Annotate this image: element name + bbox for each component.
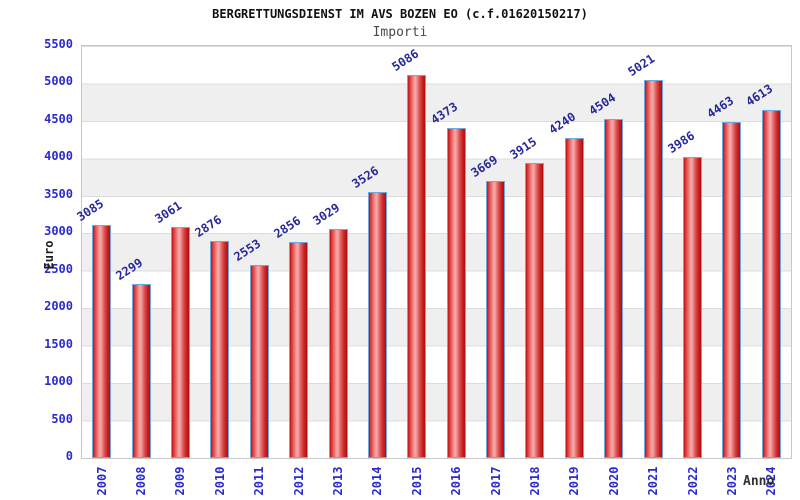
y-tick-label: 500 xyxy=(51,411,73,426)
bar-value-label: 5021 xyxy=(625,51,658,79)
bar-value-label: 5086 xyxy=(389,46,422,74)
y-tick-label: 1500 xyxy=(44,336,73,351)
bar xyxy=(131,284,151,458)
x-tick-label: 2019 xyxy=(567,466,582,496)
x-tick-label: 2016 xyxy=(449,466,464,496)
y-tick-label: 5000 xyxy=(44,74,73,89)
y-tick-label: 4500 xyxy=(44,111,73,126)
x-tick-label: 2017 xyxy=(488,466,503,496)
bar xyxy=(407,75,427,458)
y-tick-label: 0 xyxy=(65,449,73,463)
bar xyxy=(249,265,269,458)
bar xyxy=(289,242,309,458)
bar-value-label: 4373 xyxy=(428,99,461,127)
bar-value-label: 3029 xyxy=(310,200,343,228)
x-tick-label: 2012 xyxy=(291,466,306,496)
x-tick-label: 2008 xyxy=(134,466,149,496)
y-tick-label: 3000 xyxy=(44,224,73,239)
chart-subtitle: Importi xyxy=(372,25,428,40)
bar xyxy=(722,122,742,458)
bar xyxy=(683,157,703,458)
bar xyxy=(604,119,624,458)
chart-title: BERGRETTUNGSDIENST IM AVS BOZEN EO (c.f.… xyxy=(212,7,588,21)
x-tick-label: 2023 xyxy=(724,466,739,496)
y-tick-label: 2000 xyxy=(44,299,73,314)
bar xyxy=(210,241,230,458)
x-axis-title: Anno xyxy=(743,474,775,489)
y-tick-label: 3500 xyxy=(44,186,73,201)
bar-value-label: 2299 xyxy=(113,255,146,283)
x-tick-label: 2020 xyxy=(606,466,621,496)
bar xyxy=(92,225,112,458)
y-axis-title: Euro xyxy=(42,240,56,270)
y-tick-label: 1000 xyxy=(44,374,73,389)
bar-value-label: 3526 xyxy=(349,163,382,191)
y-tick-label: 2500 xyxy=(44,261,73,276)
bar xyxy=(761,110,781,458)
x-tick-label: 2018 xyxy=(527,466,542,496)
bar xyxy=(643,80,663,458)
x-tick-label: 2021 xyxy=(646,466,661,496)
x-tick-label: 2007 xyxy=(94,466,109,496)
bar-value-label: 3986 xyxy=(664,128,697,156)
x-tick-label: 2022 xyxy=(685,466,700,496)
bar xyxy=(170,227,190,458)
y-tick-label: 5500 xyxy=(44,37,73,51)
x-tick-label: 2009 xyxy=(173,466,188,496)
bar-value-label: 3669 xyxy=(467,152,500,180)
plot-area: 3085 2299 3061 2876 2553 2856 3029 3526 5086 4373… xyxy=(74,45,792,459)
x-tick-label: 2013 xyxy=(331,466,346,496)
bar xyxy=(525,163,545,458)
bar xyxy=(564,138,584,458)
y-tick-label: 4000 xyxy=(44,149,73,164)
bar xyxy=(486,181,506,458)
x-tick-label: 2010 xyxy=(212,466,227,496)
bar-value-label: 4240 xyxy=(546,109,579,137)
x-tick-label: 2015 xyxy=(409,466,424,496)
bar-value-label: 2856 xyxy=(271,213,303,241)
bar-value-label: 3915 xyxy=(507,134,540,162)
bar-value-label: 2553 xyxy=(231,236,264,264)
bar-value-label: 3085 xyxy=(74,196,106,224)
bar xyxy=(367,192,387,458)
bar xyxy=(446,128,466,458)
x-tick-label: 2014 xyxy=(370,466,385,496)
x-tick-label: 2011 xyxy=(252,466,267,496)
bar xyxy=(328,229,348,458)
bar-value-label: 4463 xyxy=(704,93,737,121)
bar-value-label: 4504 xyxy=(586,90,618,118)
bar-value-label: 3061 xyxy=(152,198,185,226)
bar-value-label: 2876 xyxy=(192,212,225,240)
bar-value-label: 4613 xyxy=(743,81,776,109)
